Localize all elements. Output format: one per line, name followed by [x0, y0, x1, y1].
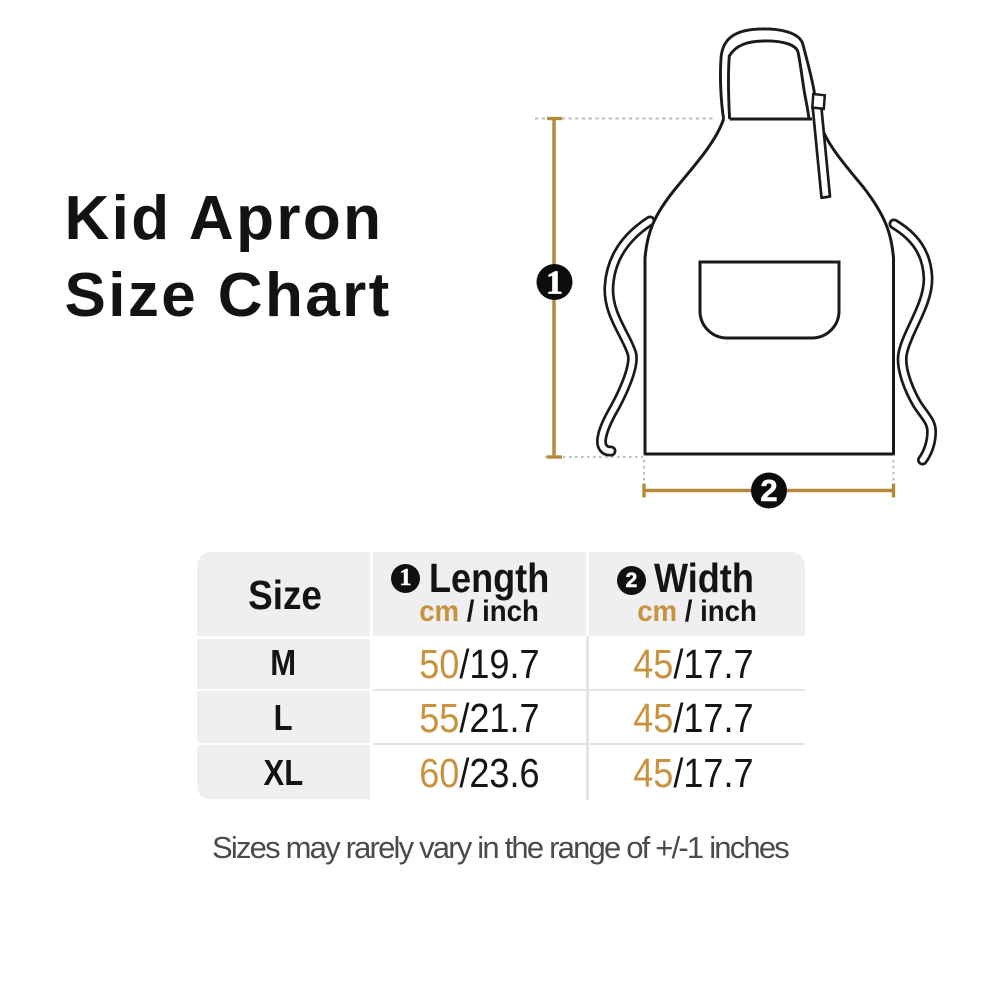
svg-text:1: 1 — [546, 265, 563, 302]
svg-text:2: 2 — [760, 473, 777, 508]
